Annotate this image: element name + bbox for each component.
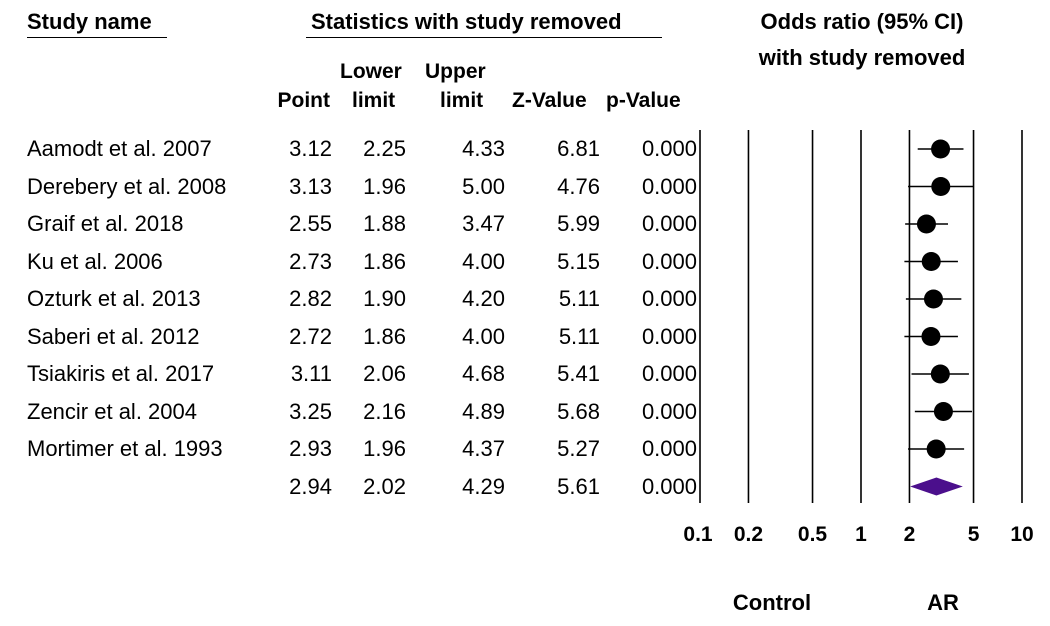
p-value-cell: 0.000 [641,361,697,386]
plot-title-line2: with study removed [758,45,966,70]
point-marker [926,439,946,459]
point-cell: 2.93 [289,436,332,461]
z-value-cell: 5.27 [557,436,600,461]
z-value-cell: 5.61 [557,473,600,499]
point-cell: 3.12 [289,136,332,161]
p-value-cell: 0.000 [641,473,697,499]
lower-limit-cell: 1.86 [363,323,406,349]
study-name-cell: Graif et al. 2018 [27,211,184,236]
point-cell: 3.25 [289,398,332,424]
upper-header-line2: limit [440,89,484,112]
p-value-cell: 0.000 [641,173,697,199]
lower-limit-cell: 1.96 [363,436,406,461]
p-value-cell: 0.000 [641,286,697,311]
pvalue-header: p-Value [606,89,681,112]
point-cell: 3.11 [290,361,332,386]
z-value-cell: 5.41 [557,361,600,386]
lower-header-line2: limit [352,89,396,112]
study-name-cell: Mortimer et al. 1993 [27,436,223,461]
lower-limit-cell: 1.96 [363,173,406,199]
z-value-cell: 5.15 [557,248,600,274]
study-name-cell: Ku et al. 2006 [27,248,163,274]
p-value-cell: 0.000 [641,436,697,461]
point-marker [916,214,936,234]
upper-limit-cell: 4.00 [462,248,505,274]
z-value-cell: 5.68 [557,398,600,424]
xlabel-ar: AR [927,590,959,615]
stats-group-header: Statistics with study removed [311,9,622,34]
z-value-cell: 6.81 [557,136,600,161]
upper-limit-cell: 4.89 [462,398,505,424]
lower-limit-cell: 2.06 [363,361,406,386]
p-value-cell: 0.000 [641,211,697,236]
study-name-underline [27,37,167,38]
p-value-cell: 0.000 [641,323,697,349]
point-marker [931,177,951,196]
tick-label-10: 10 [1010,523,1034,546]
point-cell: 2.73 [289,248,332,274]
upper-limit-cell: 4.33 [462,136,505,161]
p-value-cell: 0.000 [641,248,697,274]
plot-title-line1: Odds ratio (95% CI) [760,9,964,34]
z-value-cell: 5.11 [558,323,600,349]
z-value-cell: 5.11 [558,286,600,311]
study-name-header: Study name [27,9,152,34]
point-marker [933,402,953,421]
lower-limit-cell: 2.25 [363,136,406,161]
study-name-cell: Tsiakiris et al. 2017 [27,361,215,386]
upper-limit-cell: 5.00 [462,173,505,199]
study-name-cell: Ozturk et al. 2013 [27,286,201,311]
study-name-cell: Saberi et al. 2012 [27,323,200,349]
z-value-cell: 4.76 [557,173,600,199]
point-marker [930,364,950,384]
study-name-cell: Aamodt et al. 2007 [27,136,212,161]
upper-limit-cell: 4.00 [462,323,505,349]
tick-label-2: 2 [903,523,916,546]
upper-limit-cell: 3.47 [462,211,505,236]
upper-limit-cell: 4.37 [462,436,505,461]
tick-label-0.5: 0.5 [797,523,828,546]
point-marker [931,139,951,159]
zvalue-header: Z-Value [512,89,587,112]
upper-limit-cell: 4.20 [462,286,505,311]
lower-limit-cell: 1.90 [363,286,406,311]
z-value-cell: 5.99 [557,211,600,236]
point-cell: 2.94 [289,473,332,499]
point-cell: 3.13 [289,173,332,199]
upper-limit-cell: 4.29 [462,473,505,499]
summary-diamond [910,477,963,496]
study-name-cell: Zencir et al. 2004 [27,398,197,424]
study-name-cell: Derebery et al. 2008 [27,173,227,199]
lower-limit-cell: 1.88 [363,211,406,236]
point-cell: 2.82 [289,286,332,311]
point-marker [921,327,941,346]
lower-limit-cell: 2.02 [363,473,406,499]
lower-limit-cell: 2.16 [363,398,406,424]
stats-group-underline [306,37,662,38]
upper-header-line1: Upper [425,60,486,83]
point-marker [921,252,941,271]
tick-label-0.1: 0.1 [683,523,713,546]
lower-header-line1: Lower [340,60,402,83]
point-header: Point [277,89,331,112]
point-cell: 2.72 [289,323,332,349]
upper-limit-cell: 4.68 [462,361,505,386]
p-value-cell: 0.000 [641,136,697,161]
p-value-cell: 0.000 [641,398,697,424]
xlabel-control: Control [732,590,812,615]
tick-label-0.2: 0.2 [733,523,764,546]
point-marker [923,289,943,309]
tick-label-1: 1 [855,523,867,546]
point-cell: 2.55 [289,211,332,236]
lower-limit-cell: 1.86 [363,248,406,274]
tick-label-5: 5 [967,523,980,546]
